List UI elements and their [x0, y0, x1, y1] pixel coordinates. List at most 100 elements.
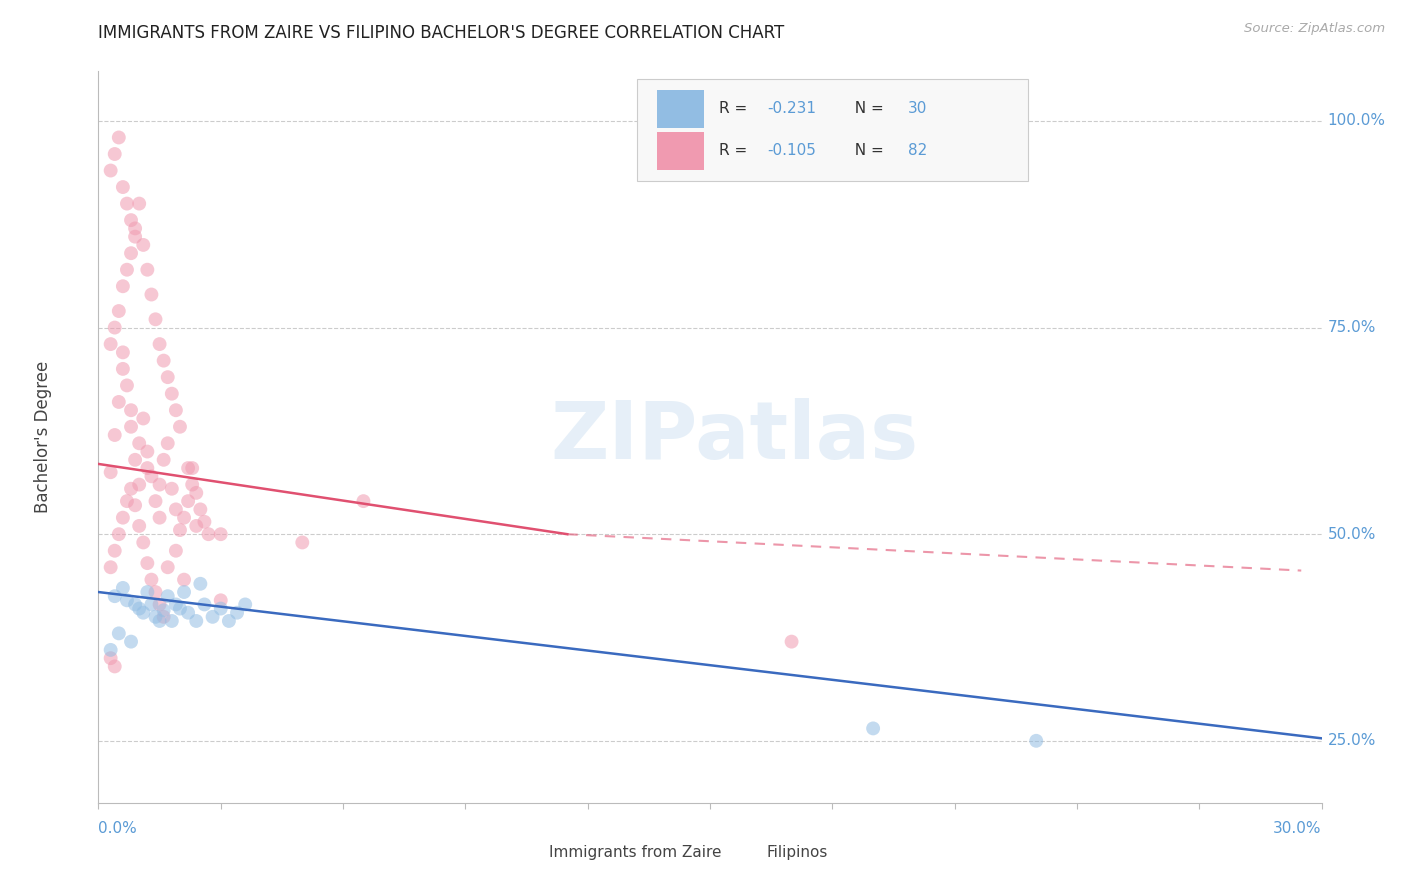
Point [149, 510, 172, 524]
Point [108, 304, 131, 318]
Point [186, 486, 208, 500]
Point [124, 498, 146, 512]
Point [177, 494, 200, 508]
Text: 0.0%: 0.0% [98, 821, 138, 836]
Point [145, 610, 167, 624]
Point [145, 585, 167, 599]
Text: IMMIGRANTS FROM ZAIRE VS FILIPINO BACHELOR'S DEGREE CORRELATION CHART: IMMIGRANTS FROM ZAIRE VS FILIPINO BACHEL… [98, 24, 785, 42]
Point [177, 461, 200, 475]
Point [108, 130, 131, 145]
Text: 30.0%: 30.0% [1274, 821, 1322, 836]
Text: 82: 82 [908, 144, 928, 158]
Bar [733, 841, 759, 863]
Point [100, 465, 122, 479]
Point [193, 515, 215, 529]
Point [132, 238, 155, 252]
Point [136, 556, 159, 570]
Point [132, 411, 155, 425]
Point [1025, 734, 1047, 748]
Point [100, 337, 122, 351]
Point [111, 279, 134, 293]
Text: R =: R = [718, 102, 752, 117]
Point [156, 589, 179, 603]
Point [136, 461, 159, 475]
Point [160, 482, 183, 496]
Point [115, 196, 138, 211]
Point [188, 502, 212, 516]
Point [108, 626, 131, 640]
Point [115, 494, 138, 508]
Text: Filipinos: Filipinos [766, 845, 828, 860]
Point [169, 419, 191, 434]
Point [165, 502, 187, 516]
Point [145, 312, 167, 326]
Point [120, 403, 142, 417]
Point [120, 419, 142, 434]
Point [115, 262, 138, 277]
Point [136, 444, 159, 458]
Point [104, 320, 127, 334]
Point [111, 581, 134, 595]
Point [128, 196, 150, 211]
Bar [658, 132, 704, 169]
Point [108, 395, 131, 409]
Point [160, 386, 183, 401]
Point [173, 573, 195, 587]
Point [124, 598, 146, 612]
Text: 30: 30 [908, 102, 928, 117]
Text: N =: N = [845, 102, 889, 117]
Point [156, 436, 179, 450]
Point [141, 287, 163, 301]
Point [169, 601, 191, 615]
Point [177, 606, 200, 620]
Point [165, 598, 187, 612]
Point [169, 523, 191, 537]
Point [120, 213, 142, 227]
Point [152, 452, 174, 467]
Point [862, 722, 884, 736]
Point [128, 519, 150, 533]
Point [100, 643, 122, 657]
Text: 100.0%: 100.0% [1327, 113, 1386, 128]
Point [104, 543, 127, 558]
Point [226, 606, 249, 620]
Point [352, 494, 374, 508]
Bar [658, 90, 704, 128]
Point [111, 180, 134, 194]
Text: Source: ZipAtlas.com: Source: ZipAtlas.com [1244, 22, 1385, 36]
Point [120, 634, 142, 648]
Point [124, 229, 146, 244]
Point [104, 147, 127, 161]
Point [165, 403, 187, 417]
Text: -0.231: -0.231 [768, 102, 817, 117]
Point [149, 614, 172, 628]
Point [120, 482, 142, 496]
Point [141, 573, 163, 587]
Point [181, 477, 204, 491]
Point [128, 436, 150, 450]
Point [104, 589, 127, 603]
Point [104, 428, 127, 442]
Point [149, 477, 172, 491]
Point [132, 535, 155, 549]
Point [152, 603, 174, 617]
Point [209, 527, 232, 541]
Point [291, 535, 314, 549]
Point [181, 461, 204, 475]
Point [209, 601, 232, 615]
Text: N =: N = [845, 144, 889, 158]
Point [186, 614, 208, 628]
Point [108, 527, 131, 541]
Point [124, 452, 146, 467]
Point [197, 527, 219, 541]
Point [218, 614, 240, 628]
Point [111, 362, 134, 376]
Point [173, 585, 195, 599]
Point [115, 593, 138, 607]
Point [149, 337, 172, 351]
Point [201, 610, 224, 624]
Text: ZIPatlas: ZIPatlas [550, 398, 918, 476]
Point [128, 601, 150, 615]
Text: Bachelor's Degree: Bachelor's Degree [34, 361, 52, 513]
Point [152, 610, 174, 624]
